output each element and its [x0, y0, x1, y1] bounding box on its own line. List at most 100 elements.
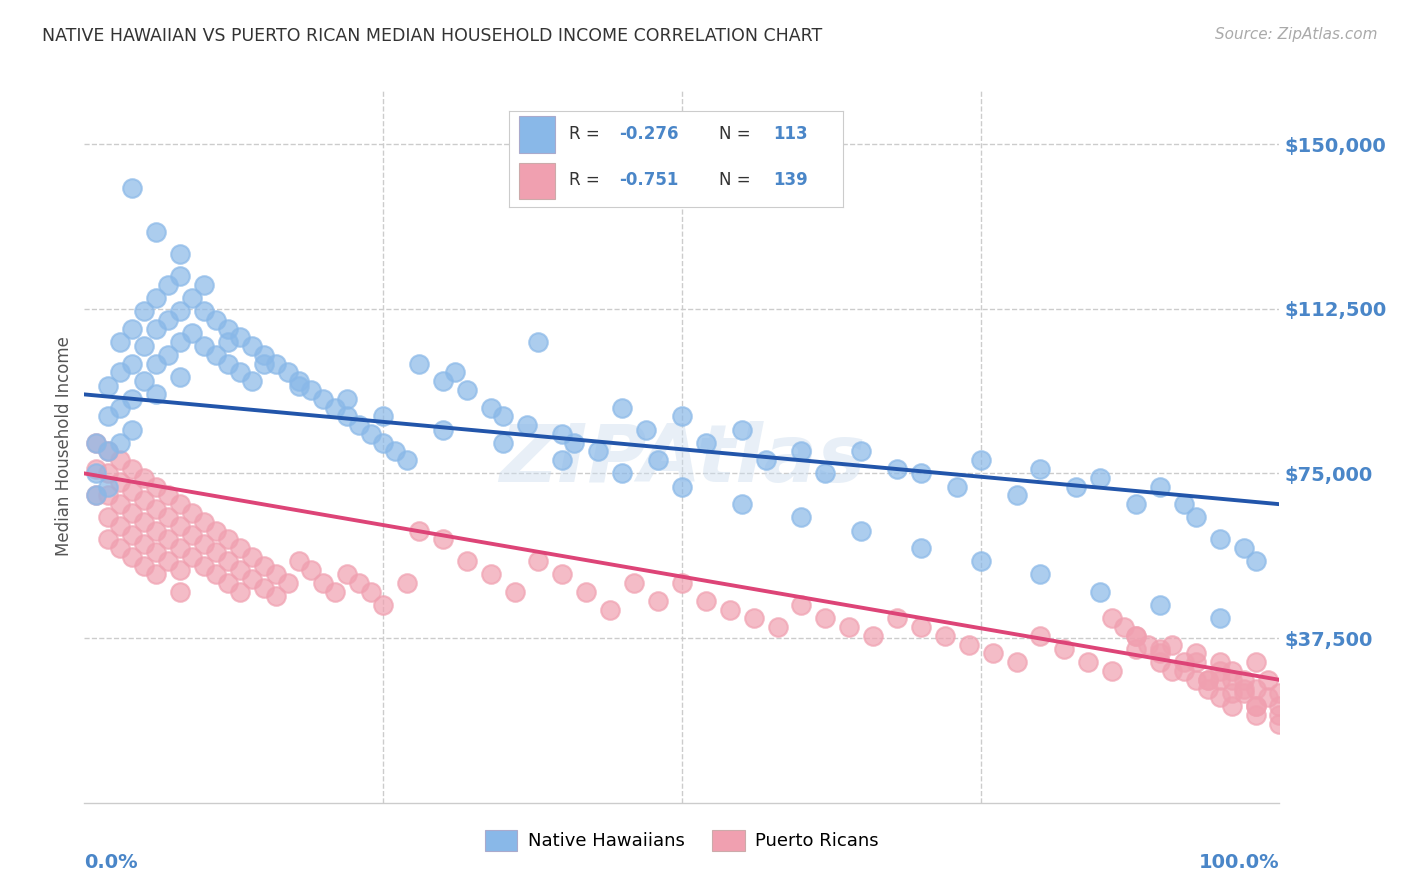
Point: [253, 348, 276, 362]
Point: [1090, 585, 1112, 599]
Text: 100.0%: 100.0%: [1199, 853, 1279, 871]
Point: [1161, 664, 1184, 678]
Text: 0.0%: 0.0%: [84, 853, 138, 871]
Point: [755, 453, 778, 467]
Point: [264, 357, 287, 371]
Point: [1149, 647, 1171, 661]
Point: [396, 576, 419, 591]
Point: [551, 426, 574, 441]
Point: [1053, 642, 1076, 657]
Point: [970, 554, 993, 568]
Point: [1137, 638, 1160, 652]
Point: [145, 291, 167, 305]
Point: [157, 488, 180, 502]
Point: [790, 444, 813, 458]
Point: [193, 277, 215, 292]
Point: [121, 321, 143, 335]
Point: [1125, 497, 1147, 511]
Point: [575, 585, 598, 599]
Point: [121, 483, 143, 498]
Point: [360, 585, 382, 599]
Point: [193, 339, 215, 353]
Point: [229, 563, 252, 577]
Point: [1029, 462, 1052, 476]
Point: [1090, 471, 1112, 485]
Point: [145, 225, 167, 239]
Point: [1220, 686, 1243, 700]
Point: [1197, 673, 1219, 687]
Point: [110, 435, 132, 450]
Point: [1173, 497, 1195, 511]
Point: [86, 462, 108, 476]
Point: [910, 467, 932, 481]
Point: [121, 506, 143, 520]
Point: [132, 374, 156, 388]
Point: [229, 366, 252, 380]
Point: [264, 590, 287, 604]
Point: [181, 326, 204, 340]
Point: [479, 567, 502, 582]
Point: [1161, 638, 1184, 652]
Point: [479, 401, 502, 415]
Point: [145, 480, 167, 494]
Point: [169, 541, 191, 555]
Point: [1149, 642, 1171, 657]
Point: [718, 602, 741, 616]
Point: [456, 554, 478, 568]
Point: [288, 378, 311, 392]
Point: [814, 467, 837, 481]
Point: [1209, 655, 1232, 669]
Point: [181, 291, 204, 305]
Point: [121, 181, 143, 195]
Point: [264, 567, 287, 582]
Point: [695, 594, 717, 608]
Text: NATIVE HAWAIIAN VS PUERTO RICAN MEDIAN HOUSEHOLD INCOME CORRELATION CHART: NATIVE HAWAIIAN VS PUERTO RICAN MEDIAN H…: [42, 27, 823, 45]
Point: [1149, 655, 1171, 669]
Point: [742, 611, 765, 625]
Point: [336, 409, 359, 424]
Point: [647, 453, 669, 467]
Point: [253, 581, 276, 595]
Point: [1244, 655, 1267, 669]
Point: [157, 312, 180, 326]
Point: [1173, 655, 1195, 669]
Point: [229, 541, 252, 555]
Point: [132, 471, 156, 485]
Point: [814, 611, 837, 625]
Point: [110, 475, 132, 490]
Point: [110, 519, 132, 533]
Point: [97, 510, 120, 524]
Point: [205, 567, 228, 582]
Point: [1220, 664, 1243, 678]
Point: [1029, 567, 1052, 582]
Point: [325, 401, 347, 415]
Point: [229, 585, 252, 599]
Point: [325, 585, 347, 599]
Point: [193, 537, 215, 551]
Point: [671, 576, 693, 591]
Point: [277, 576, 299, 591]
Point: [145, 357, 167, 371]
Point: [1268, 699, 1291, 714]
Point: [1244, 699, 1267, 714]
Point: [240, 339, 263, 353]
Point: [121, 462, 143, 476]
Point: [205, 312, 228, 326]
Point: [301, 563, 323, 577]
Point: [910, 620, 932, 634]
Point: [121, 392, 143, 406]
Point: [492, 435, 515, 450]
Point: [145, 524, 167, 538]
Point: [373, 409, 395, 424]
Point: [851, 444, 873, 458]
Point: [110, 541, 132, 555]
Point: [205, 545, 228, 559]
Point: [1209, 533, 1232, 547]
Point: [1125, 629, 1147, 643]
Point: [1173, 664, 1195, 678]
Point: [205, 348, 228, 362]
Text: ZIPAtlas: ZIPAtlas: [499, 421, 865, 500]
Point: [132, 339, 156, 353]
Point: [240, 572, 263, 586]
Point: [121, 357, 143, 371]
